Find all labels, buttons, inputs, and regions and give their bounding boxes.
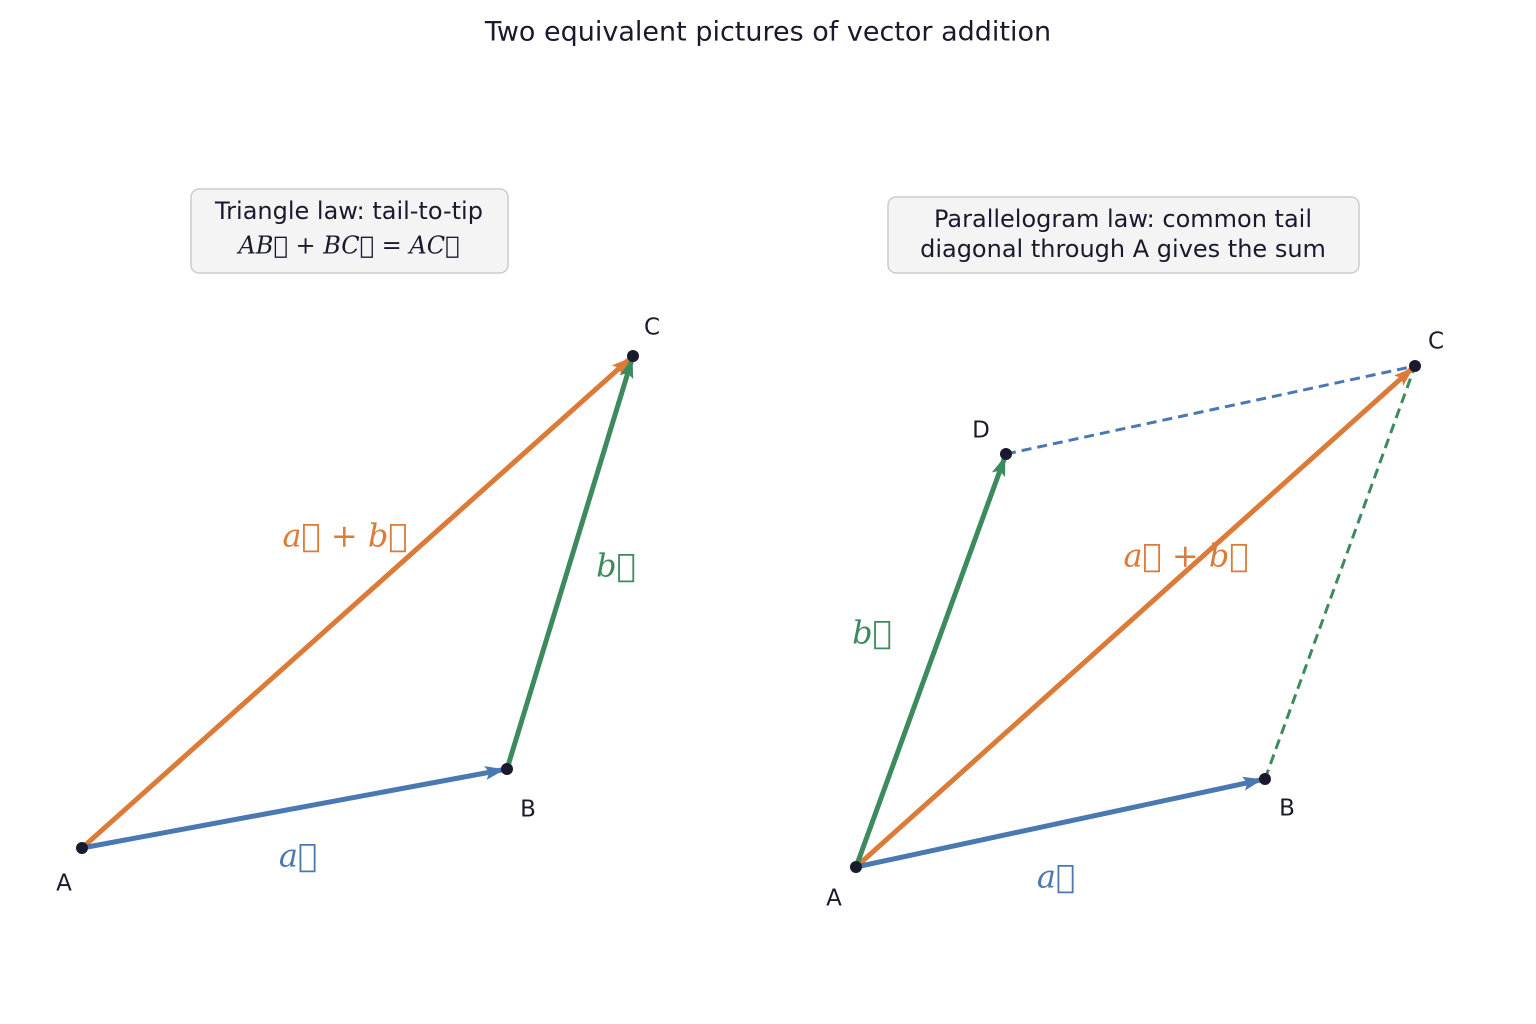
point-label: B [520, 797, 536, 823]
vector-b [853, 453, 1009, 868]
vector-label: a⃗ + b⃗ [1123, 537, 1248, 575]
sum-vector [854, 364, 1417, 869]
point-label: D [972, 418, 990, 444]
point [850, 861, 862, 873]
title: Two equivalent pictures of vector additi… [484, 17, 1051, 48]
point-label: A [826, 886, 842, 912]
box-line: diagonal through A gives the sum [920, 235, 1326, 263]
sum-vector [80, 354, 635, 850]
vector-a [855, 776, 1266, 870]
info-box [887, 196, 1360, 274]
point-label: C [644, 315, 660, 341]
point [627, 350, 639, 362]
vector-label: b⃗ [596, 547, 636, 585]
vector-label: a⃗ [1037, 858, 1075, 896]
vector-label: a⃗ + b⃗ [282, 517, 407, 555]
point [1409, 360, 1421, 372]
point [1259, 773, 1271, 785]
dashed-edge [1005, 364, 1416, 456]
point [76, 842, 88, 854]
vector-label: a⃗ [279, 837, 317, 875]
vector-label: b⃗ [852, 614, 892, 652]
box-formula: AB⃗ + BC⃗ = AC⃗ [236, 232, 459, 260]
vector-b [504, 355, 636, 770]
point [501, 763, 513, 775]
point [1000, 448, 1012, 460]
point-label: C [1428, 329, 1444, 355]
point-label: B [1279, 796, 1295, 822]
box-line: Parallelogram law: common tail [934, 205, 1312, 233]
box-line: Triangle law: tail-to-tip [214, 197, 483, 225]
dashed-edge [1263, 365, 1417, 780]
vector-a [81, 766, 508, 851]
info-box [190, 188, 509, 274]
point-label: A [56, 871, 72, 897]
